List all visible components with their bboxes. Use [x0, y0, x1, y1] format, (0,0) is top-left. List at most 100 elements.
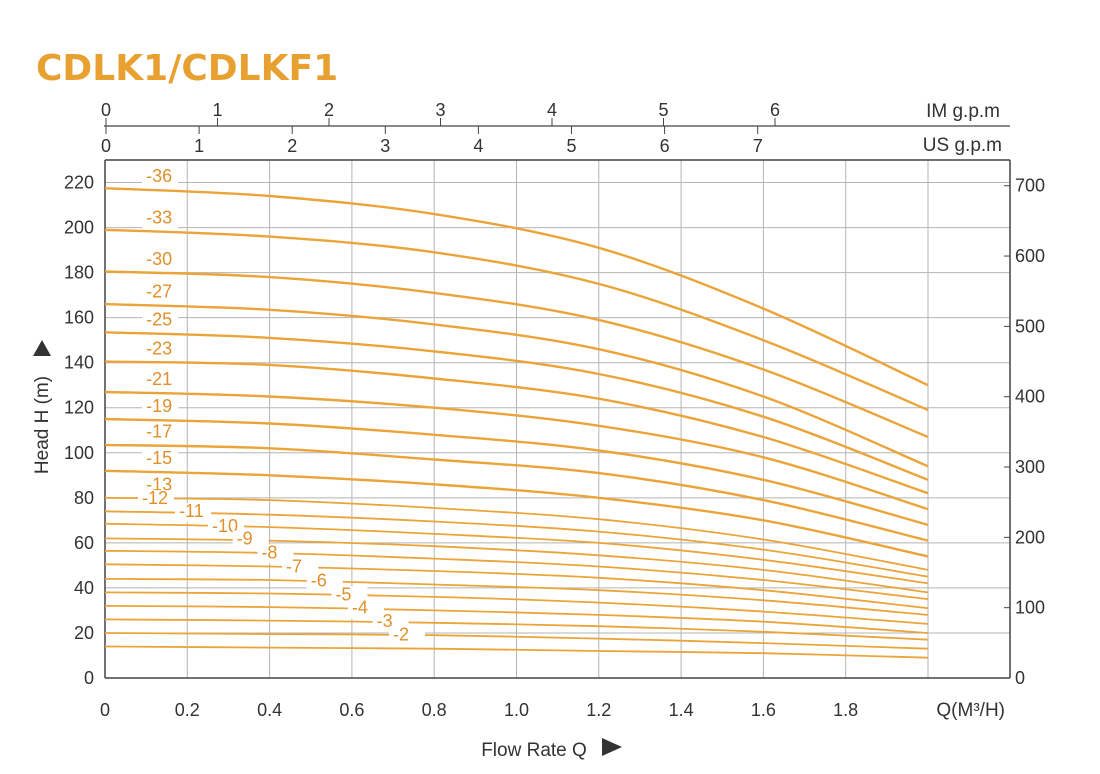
curve-stage-12 [104, 510, 929, 578]
curve-label-bg [142, 283, 179, 303]
y-tick-label: 200 [64, 218, 94, 238]
curve-stage-13 [104, 496, 929, 571]
curve-label-text: -21 [146, 369, 172, 389]
curve-label-text: -12 [142, 488, 168, 508]
x-axis-arrow-icon [602, 738, 622, 756]
curve-label-text: -8 [261, 542, 277, 562]
x-tick-label: 0.8 [422, 700, 447, 720]
curve-label-text: -6 [311, 570, 327, 590]
curve-label-text: -9 [237, 529, 253, 549]
right-tick-label: 0 [1015, 668, 1025, 688]
y-axis-arrow-icon [33, 340, 51, 356]
curve-label-text: -4 [352, 598, 368, 618]
curve-label-stage-21: -21 [142, 369, 179, 391]
x-tick-label: 0.2 [175, 700, 200, 720]
y-tick-label: 140 [64, 353, 94, 373]
x-tick-label: 0 [100, 700, 110, 720]
top-us-tick-label: 2 [287, 136, 297, 156]
top-us-tick-label: 0 [101, 136, 111, 156]
y-tick-label: 80 [74, 488, 94, 508]
curve-label-bg [142, 209, 179, 229]
top-im-tick-label: 6 [770, 100, 780, 120]
y-tick-label: 20 [74, 623, 94, 643]
top-us-tick-label: 3 [380, 136, 390, 156]
curve-label-bg [142, 371, 179, 391]
right-tick-label: 200 [1015, 527, 1045, 547]
axes [104, 118, 1011, 679]
curve-label-stage-27: -27 [142, 282, 179, 303]
curve-label-text: -5 [335, 584, 351, 604]
curve-stage-23 [104, 360, 929, 495]
curve-label-text: -2 [393, 624, 409, 644]
curve-stage-30 [104, 270, 929, 439]
curve-label-bg [142, 423, 179, 443]
x-tick-label: 1.8 [833, 700, 858, 720]
curve-label-bg [138, 490, 175, 510]
curve-label-bg [142, 168, 179, 188]
top-us-tick-label: 5 [566, 136, 576, 156]
right-tick-label: 100 [1015, 598, 1045, 618]
curve-label-bg [142, 340, 179, 360]
curve-label-stage-33: -33 [142, 208, 179, 229]
y-tick-label: 120 [64, 398, 94, 418]
y-tick-label: 160 [64, 308, 94, 328]
curve-labels: -36-33-30-27-25-23-21-19-17-15-13-12-11-… [138, 166, 426, 646]
top-us-tick-label: 7 [753, 136, 763, 156]
top-us-tick-label: 4 [473, 136, 483, 156]
curve-label-stage-11: -11 [175, 501, 212, 523]
curve-stage-2 [104, 645, 929, 659]
curve-stage-7 [104, 578, 929, 616]
curve-label-text: -27 [146, 282, 172, 302]
curve-label-text: -7 [286, 556, 302, 576]
curve-label-bg [389, 626, 426, 646]
y-axis-label: Head H (m) [32, 376, 53, 474]
curve-label-text: -30 [146, 249, 172, 269]
y-tick-label: 220 [64, 173, 94, 193]
curve-label-stage-23: -23 [142, 338, 179, 360]
x-axis-label: Flow Rate Q [481, 740, 587, 761]
top-us-tick-label: 6 [660, 136, 670, 156]
top-us-tick-label: 1 [194, 136, 204, 156]
top-im-tick-label: 3 [435, 100, 445, 120]
top-axis-us-label: US g.p.m [923, 135, 1002, 156]
curve-stage-19 [104, 417, 929, 527]
x-tick-label: 0.6 [339, 700, 364, 720]
curve-label-stage-30: -30 [142, 249, 179, 270]
curve-label-text: -13 [146, 474, 172, 494]
top-im-tick-label: 4 [547, 100, 557, 120]
y-tick-label: 0 [84, 668, 94, 688]
curve-stage-25 [104, 331, 929, 481]
y-tick-label: 60 [74, 533, 94, 553]
top-axis-im-label: IM g.p.m [926, 101, 1000, 122]
curve-label-bg [142, 311, 179, 331]
curve-stage-6 [104, 591, 929, 625]
curve-label-text: -36 [146, 166, 172, 186]
curve-label-text: -3 [377, 611, 393, 631]
right-tick-label: 400 [1015, 387, 1045, 407]
curve-label-text: -19 [146, 396, 172, 416]
right-tick-label: 600 [1015, 246, 1045, 266]
curve-stage-4 [104, 618, 929, 641]
right-tick-label: 700 [1015, 176, 1045, 196]
x-tick-label: 1.2 [586, 700, 611, 720]
y-tick-label: 100 [64, 443, 94, 463]
curve-label-stage-12: -12 [138, 488, 175, 510]
curve-stage-3 [104, 632, 929, 650]
tick-labels: 0 1 2 3 4 5 60 1 2 3 4 5 6 70 0.2 0.4 0.6 0.8 1.0 1.2 1.4 1.6… [64, 100, 1045, 720]
curve-label-bg [142, 398, 179, 418]
curve-label-text: -10 [212, 516, 238, 536]
right-tick-label: 500 [1015, 316, 1045, 336]
x-unit-label: Q(M³/H) [936, 700, 1005, 721]
curve-label-bg [142, 449, 179, 469]
y-tick-label: 180 [64, 263, 94, 283]
curve-stage-33 [104, 228, 929, 412]
curve-label-stage-36: -36 [142, 166, 179, 188]
curve-stage-8 [104, 563, 929, 610]
curve-label-text: -23 [146, 338, 172, 358]
curve-stage-5 [104, 605, 929, 634]
curve-stage-27 [104, 302, 929, 468]
curve-label-text: -25 [146, 310, 172, 330]
chart-title: CDLK1/CDLKF1 [36, 48, 338, 89]
curve-label-text: -33 [146, 208, 172, 228]
